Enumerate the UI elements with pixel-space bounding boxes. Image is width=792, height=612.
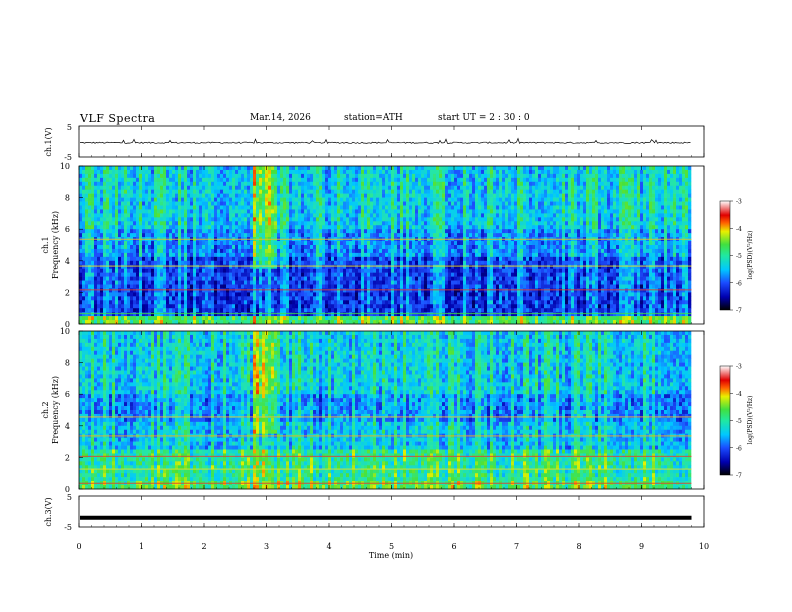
- x-tick-label: 8: [576, 542, 581, 551]
- ch2-spec-ytick-label: 6: [65, 390, 70, 399]
- colorbar-tick-label: -7: [736, 308, 742, 315]
- ch1-ylabel: ch.1(V): [44, 127, 53, 156]
- channel-1-waveform-line: [79, 137, 691, 144]
- ch2-spec-ylabel: Frequency (kHz): [51, 376, 60, 444]
- ch1-spec-ytick-label: 6: [65, 225, 70, 234]
- x-tick-label: 3: [264, 542, 269, 551]
- chart-title: VLF Spectra: [80, 112, 156, 125]
- ch1-ytick-top: 5: [67, 123, 72, 132]
- ch3-ylabel: ch.3(V): [44, 497, 53, 526]
- ch2-spec-ytick-label: 10: [60, 327, 70, 336]
- ch3-ytick-bottom: -5: [64, 523, 72, 532]
- ch2-colorbar-label: log(PSD)(V²/Hz): [747, 396, 754, 445]
- colorbar-tick-label: -4: [736, 391, 742, 398]
- channel-2-spectrogram-panel: ch.2 Frequency (kHz) 0 2 4 6 8 10: [41, 327, 705, 494]
- colorbar-tick-label: -6: [736, 280, 742, 287]
- ch1-spec-ytick-label: 2: [65, 288, 70, 297]
- colorbar-tick-label: -6: [736, 445, 742, 452]
- colorbar-tick-label: -4: [736, 226, 742, 233]
- date-label: Mar.14, 2026: [250, 113, 311, 123]
- ch2-spec-ytick-label: 0: [65, 485, 70, 494]
- x-tick-label: 9: [639, 542, 644, 551]
- channel-1-colorbar: log(PSD)(V²/Hz) -3 -4 -5 -6 -7: [719, 199, 754, 315]
- x-tick-label: 2: [201, 542, 206, 551]
- colorbar-tick-label: -3: [736, 199, 742, 206]
- ch1-spec-ylabel: Frequency (kHz): [51, 211, 60, 279]
- ch1-spec-ytick-label: 8: [65, 194, 70, 203]
- ch1-spec-channel-label: ch.1: [41, 236, 50, 253]
- colorbar-tick-label: -5: [736, 253, 742, 260]
- ch1-ytick-bottom: -5: [64, 153, 72, 162]
- channel-2-colorbar: log(PSD)(V²/Hz) -3 -4 -5 -6 -7: [719, 364, 754, 480]
- ch1-colorbar-label: log(PSD)(V²/Hz): [747, 231, 754, 280]
- x-tick-label: 7: [514, 542, 519, 551]
- colorbar-tick-label: -5: [736, 418, 742, 425]
- x-tick-label: 10: [699, 542, 709, 551]
- ch2-spec-ytick-label: 8: [65, 359, 70, 368]
- channel-1-waveform-panel: 5 -5 ch.1(V): [44, 123, 705, 162]
- colorbar-tick-label: -3: [736, 364, 742, 371]
- colorbar-tick-label: -7: [736, 473, 742, 480]
- ch1-spec-ytick-label: 10: [60, 162, 70, 171]
- channel-1-spectrogram-panel: ch.1 Frequency (kHz) 0 2 4 6 8 10: [41, 162, 705, 329]
- ch2-spec-ytick-label: 2: [65, 453, 70, 462]
- x-tick-label: 0: [76, 542, 81, 551]
- ch2-spec-ytick-label: 4: [65, 422, 70, 431]
- start-ut-label: start UT = 2 : 30 : 0: [438, 113, 530, 123]
- x-tick-label: 1: [139, 542, 144, 551]
- ch3-ytick-top: 5: [67, 493, 72, 502]
- ch2-spec-channel-label: ch.2: [41, 401, 50, 418]
- x-tick-label: 5: [389, 542, 394, 551]
- ch1-spec-ytick-label: 4: [65, 257, 70, 266]
- station-label: station=ATH: [344, 113, 403, 123]
- x-tick-label: 4: [326, 542, 331, 551]
- ch1-spec-ytick-label: 0: [65, 320, 70, 329]
- x-tick-label: 6: [451, 542, 456, 551]
- x-axis-label: Time (min): [369, 551, 413, 560]
